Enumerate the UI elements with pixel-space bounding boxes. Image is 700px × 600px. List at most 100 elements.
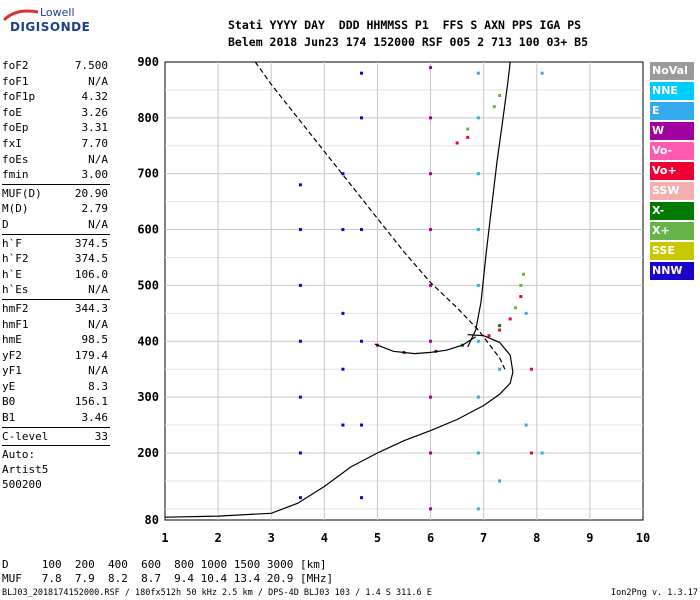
param-value: N/A (88, 317, 108, 331)
param-value: 8.3 (88, 379, 108, 393)
x-tick-label: 6 (427, 531, 434, 545)
param-name: yF1 (2, 364, 22, 378)
param-row: foF2 7.500 (2, 58, 162, 74)
param-name: h`E (2, 267, 22, 281)
y-tick-label: 200 (137, 446, 159, 460)
param-row: foF1 N/A (2, 74, 162, 90)
data-point (429, 507, 433, 511)
data-point (476, 395, 480, 399)
data-point (492, 105, 496, 109)
param-row: hmF2 344.3 (2, 301, 162, 317)
data-point (487, 334, 491, 338)
digisonde-logo: Lowell DIGISONDE (2, 6, 90, 40)
param-row: fxI 7.70 (2, 136, 162, 152)
data-point (466, 127, 470, 131)
legend-item: X- (650, 202, 694, 220)
data-point (360, 496, 364, 500)
data-point (476, 172, 480, 176)
param-name: hmF1 (2, 317, 29, 331)
param-row: yF2 179.4 (2, 348, 162, 364)
param-name: h`Es (2, 283, 29, 297)
legend-item: NoVal (650, 62, 694, 80)
param-row: foF1p 4.32 (2, 89, 162, 105)
param-value: 2.79 (81, 202, 109, 216)
station-header: Stati YYYY DAY DDD HHMMSS P1 FFS S AXN P… (228, 17, 588, 51)
param-name: hmE (2, 333, 22, 347)
param-value: 3.00 (81, 168, 109, 182)
curve-model (254, 61, 506, 370)
data-point (429, 451, 433, 455)
logo-swoosh (2, 9, 39, 22)
param-row: hmE 98.5 (2, 332, 162, 348)
data-point (298, 183, 302, 187)
data-point (341, 228, 345, 232)
param-row: foE 3.26 (2, 105, 162, 121)
autoscale-info: 500200 (2, 478, 42, 492)
data-point (508, 317, 512, 321)
x-tick-label: 3 (268, 531, 275, 545)
muf-distance-row: D 100 200 400 600 800 1000 1500 3000 [km… (2, 558, 327, 571)
separator (2, 445, 110, 447)
data-point (298, 339, 302, 343)
param-name: foF1 (2, 74, 29, 88)
param-name: MUF(D) (2, 186, 42, 200)
header-line2: Belem 2018 Jun23 174 152000 RSF 005 2 71… (228, 35, 589, 49)
param-name: h`F (2, 236, 22, 250)
data-point (298, 283, 302, 287)
param-name: B0 (2, 395, 16, 409)
x-tick-label: 8 (533, 531, 540, 545)
data-point (476, 283, 480, 287)
parameter-panel: foF2 7.500 foF1 N/A foF1p 4.32 foE 3.26 foEp 3.31… (2, 58, 162, 492)
param-value: 7.70 (81, 136, 109, 150)
data-point (519, 295, 523, 299)
curve-profile (164, 334, 514, 518)
version-label: Ion2Png v. 1.3.17 (611, 588, 698, 598)
data-point (360, 339, 364, 343)
data-point (360, 228, 364, 232)
x-tick-label: 10 (636, 531, 650, 545)
muf-table: D 100 200 400 600 800 1000 1500 3000 [km… (2, 558, 333, 586)
data-point (298, 496, 302, 500)
data-point (298, 451, 302, 455)
data-point (341, 311, 345, 315)
param-value: 33 (94, 429, 108, 443)
header-line1: Stati YYYY DAY DDD HHMMSS P1 FFS S AXN P… (228, 18, 582, 32)
data-point (498, 367, 502, 371)
muf-value-row: MUF 7.8 7.9 8.2 8.7 9.4 10.4 13.4 20.9 [… (2, 572, 334, 585)
curve-E-trace (374, 336, 477, 355)
param-row: foEp 3.31 (2, 120, 162, 136)
param-name: foEs (2, 152, 29, 166)
param-value: N/A (88, 74, 108, 88)
data-point (360, 116, 364, 120)
data-point (524, 311, 528, 315)
param-value: 179.4 (74, 348, 108, 362)
param-value: 3.46 (81, 411, 109, 425)
data-point (540, 71, 544, 75)
data-point (476, 451, 480, 455)
x-tick-label: 9 (586, 531, 593, 545)
data-point (429, 66, 433, 70)
data-point (360, 423, 364, 427)
logo-line1: Lowell (40, 6, 75, 19)
x-tick-label: 2 (214, 531, 221, 545)
data-point (529, 367, 533, 371)
param-row: C-level 33 (2, 429, 162, 445)
data-point (529, 451, 533, 455)
separator (2, 233, 110, 235)
y-tick-label: 80 (145, 513, 159, 527)
legend-item: W (650, 122, 694, 140)
data-point (498, 328, 502, 332)
param-row: MUF(D) 20.90 (2, 186, 162, 202)
data-point (429, 116, 433, 120)
param-row: B1 3.46 (2, 410, 162, 426)
plot-frame (164, 61, 644, 521)
param-value: N/A (88, 364, 108, 378)
data-point (476, 71, 480, 75)
param-value: 374.5 (74, 252, 108, 266)
param-row: yE 8.3 (2, 379, 162, 395)
data-point (514, 306, 518, 310)
param-name: h`F2 (2, 252, 29, 266)
param-name: foF1p (2, 90, 36, 104)
x-tick-label: 7 (480, 531, 487, 545)
param-value: N/A (88, 152, 108, 166)
